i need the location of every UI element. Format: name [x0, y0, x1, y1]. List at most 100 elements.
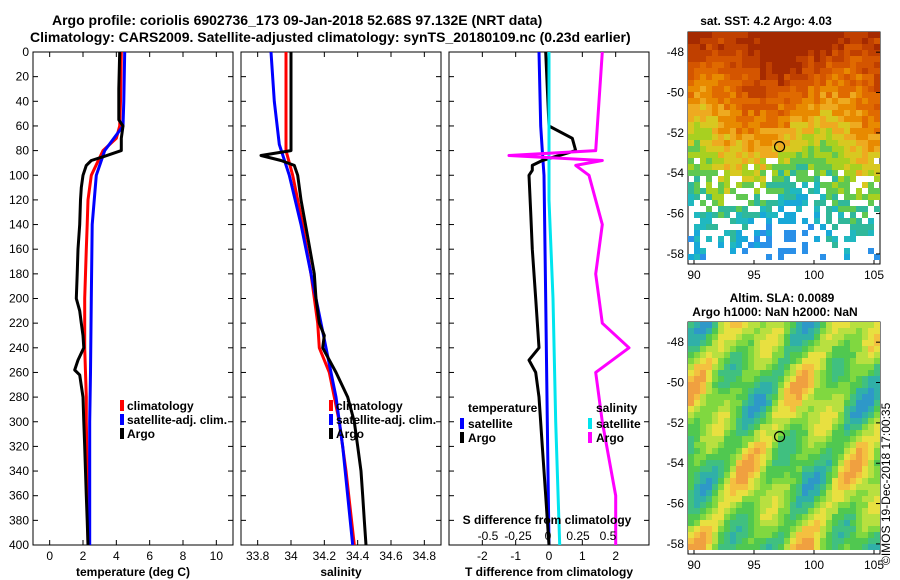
map-cell [772, 388, 778, 394]
map-cell [694, 460, 700, 466]
map-cell [772, 484, 778, 490]
map-cell [838, 502, 844, 508]
map-cell [760, 86, 766, 92]
ytick-label: -54 [667, 456, 685, 470]
map-cell [712, 502, 718, 508]
map-cell [802, 430, 808, 436]
map-cell [772, 532, 778, 538]
map-cell [832, 484, 838, 490]
map-cell [850, 388, 856, 394]
ytick-label: 40 [16, 94, 30, 108]
xtick-label: 10 [210, 549, 224, 563]
map-cell [856, 164, 862, 170]
map-cell [778, 478, 784, 484]
map-cell [850, 80, 856, 86]
map-cell [736, 454, 742, 460]
map-cell [868, 514, 874, 520]
map-cell [742, 370, 748, 376]
map-cell [778, 526, 784, 532]
map-cell [856, 388, 862, 394]
map-cell [772, 526, 778, 532]
map-cell [742, 514, 748, 520]
map-cell [754, 74, 760, 80]
map-cell [814, 206, 820, 212]
map-cell [706, 370, 712, 376]
map-cell [814, 448, 820, 454]
map-cell [808, 50, 814, 56]
map-cell [724, 50, 730, 56]
map-cell [724, 322, 730, 328]
map-cell [838, 388, 844, 394]
map-cell [826, 502, 832, 508]
map-cell [796, 170, 802, 176]
map-cell [730, 502, 736, 508]
map-cell [850, 98, 856, 104]
map-cell [730, 346, 736, 352]
map-cell [706, 194, 712, 200]
map-cell [820, 352, 826, 358]
map-cell [760, 56, 766, 62]
map-cell [874, 406, 880, 412]
map-cell [826, 412, 832, 418]
map-cell [712, 454, 718, 460]
map-cell [712, 364, 718, 370]
map-cell [790, 32, 796, 38]
map-cell [862, 538, 868, 544]
map-cell [748, 514, 754, 520]
map-cell [802, 248, 808, 254]
map-cell [766, 328, 772, 334]
map-cell [820, 98, 826, 104]
map-cell [778, 544, 784, 550]
x2tick-label: -0.25 [504, 529, 532, 543]
map-cell [754, 242, 760, 248]
map-cell [874, 346, 880, 352]
map-cell [724, 418, 730, 424]
map-cell [730, 128, 736, 134]
map-cell [742, 248, 748, 254]
map-cell [688, 56, 694, 62]
map-cell [778, 448, 784, 454]
map-cell [742, 478, 748, 484]
map-cell [724, 490, 730, 496]
map-cell [850, 230, 856, 236]
map-cell [820, 442, 826, 448]
map-cell [772, 334, 778, 340]
legend-label: Argo [468, 431, 496, 445]
map-cell [802, 80, 808, 86]
map-cell [706, 328, 712, 334]
ytick-label: 200 [9, 292, 29, 306]
map-cell [754, 502, 760, 508]
map-cell [766, 62, 772, 68]
map-cell [724, 496, 730, 502]
map-cell [712, 442, 718, 448]
map-cell [868, 74, 874, 80]
map-cell [874, 98, 880, 104]
xtick-label: 2 [612, 549, 619, 563]
map-cell [790, 376, 796, 382]
map-cell [766, 218, 772, 224]
map-cell [784, 466, 790, 472]
map-cell [868, 164, 874, 170]
map-cell [754, 334, 760, 340]
map-cell [796, 466, 802, 472]
map-cell [844, 334, 850, 340]
map-cell [802, 56, 808, 62]
map-cell [826, 212, 832, 218]
map-cell [790, 370, 796, 376]
map-cell [778, 376, 784, 382]
map-cell [688, 442, 694, 448]
map-cell [700, 412, 706, 418]
map-cell [760, 176, 766, 182]
map-cell [784, 212, 790, 218]
map-cell [790, 98, 796, 104]
map-cell [742, 538, 748, 544]
map-cell [790, 406, 796, 412]
map-cell [790, 526, 796, 532]
map-cell [796, 50, 802, 56]
map-cell [844, 74, 850, 80]
map-cell [784, 44, 790, 50]
map-cell [748, 538, 754, 544]
map-cell [808, 532, 814, 538]
map-cell [868, 248, 874, 254]
map-cell [694, 520, 700, 526]
